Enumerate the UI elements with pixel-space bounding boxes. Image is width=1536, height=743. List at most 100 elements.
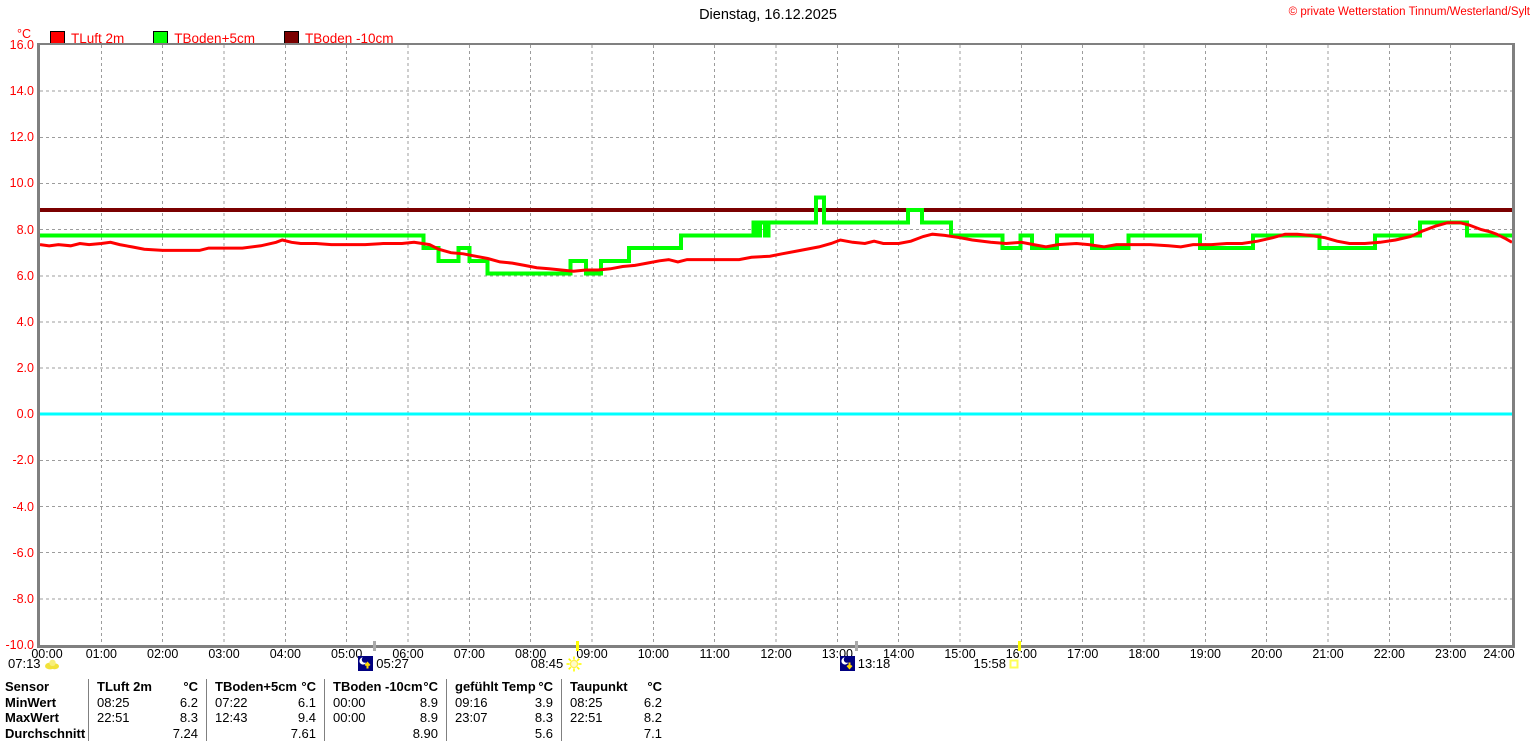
x-tick-label: 07:00 bbox=[453, 647, 485, 661]
event-marker-moonrise: 05:27 bbox=[358, 656, 409, 671]
stats-header-value: °C bbox=[301, 679, 316, 694]
y-tick-label: 0.0 bbox=[16, 407, 34, 422]
y-tick-label: -10.0 bbox=[5, 638, 35, 652]
x-tick-label: 18:00 bbox=[1128, 647, 1160, 661]
stats-max-time: 12:43 bbox=[215, 710, 248, 725]
y-tick-label: -8.0 bbox=[12, 591, 34, 606]
x-tick-label: 15:00 bbox=[944, 647, 976, 661]
cloud-icon bbox=[44, 658, 60, 670]
stats-max: 00:00 8.9 bbox=[333, 710, 438, 726]
stats-header: TBoden -10cm °C bbox=[333, 679, 438, 695]
moonset-icon bbox=[839, 656, 855, 671]
y-tick-label: -4.0 bbox=[12, 499, 34, 514]
event-time-label: 07:13 bbox=[8, 656, 41, 671]
stats-header-time: TBoden -10cm bbox=[333, 679, 423, 694]
stats-min-value: 6.2 bbox=[179, 694, 198, 710]
axis-event-tick bbox=[373, 641, 377, 651]
stats-header-value: °C bbox=[183, 679, 198, 694]
x-tick-label: 06:00 bbox=[392, 647, 424, 661]
event-marker-sun: 08:45 bbox=[531, 656, 583, 671]
stats-header-time: gefühlt Temp bbox=[455, 679, 536, 694]
legend-item-tluft-2m: TLuft 2m bbox=[50, 31, 124, 46]
sunset-icon bbox=[1009, 659, 1019, 669]
stats-table: Sensor MinWert MaxWert Durchschnitt TLuft 2m… bbox=[5, 679, 670, 741]
stats-min-time: 09:16 bbox=[455, 694, 488, 710]
stats-row-label: MaxWert bbox=[5, 710, 59, 725]
axis-event-tick bbox=[575, 641, 579, 651]
stats-avg-value: 7.24 bbox=[172, 725, 198, 741]
x-tick-label: 19:00 bbox=[1189, 647, 1221, 661]
stats-min: 00:00 8.9 bbox=[333, 695, 438, 711]
legend-label: TBoden+5cm bbox=[174, 31, 255, 46]
y-tick-label: 10.0 bbox=[9, 176, 34, 191]
stats-avg-value: 5.6 bbox=[534, 725, 553, 741]
stats-column-tboden-10cm: TBoden -10cm °C 00:00 8.9 00:00 8.9 8.90 bbox=[324, 679, 446, 741]
x-tick-label: 10:00 bbox=[637, 647, 669, 661]
stats-max: 22:51 8.2 bbox=[570, 710, 662, 726]
page-title: Dienstag, 16.12.2025 bbox=[699, 7, 837, 23]
stats-column-tboden-5cm: TBoden+5cm °C 07:22 6.1 12:43 9.4 7.61 bbox=[206, 679, 324, 741]
stats-column-gef-hlt-temp: gefühlt Temp °C 09:16 3.9 23:07 8.3 5.6 bbox=[446, 679, 561, 741]
stats-avg: 7.24 bbox=[97, 726, 198, 742]
y-tick-label: 16.0 bbox=[9, 38, 34, 52]
event-marker-moonset: 13:18 bbox=[839, 656, 890, 671]
copyright-notice: © private Wetterstation Tinnum/Westerlan… bbox=[1288, 6, 1530, 18]
stats-row-label: Sensor bbox=[5, 679, 50, 694]
legend-item-tboden-5cm: TBoden+5cm bbox=[153, 31, 255, 46]
stats-header-value: °C bbox=[647, 679, 662, 694]
stats-min: 08:25 6.2 bbox=[570, 695, 662, 711]
event-marker-cloud: 07:13 bbox=[8, 656, 60, 671]
stats-header-time: TLuft 2m bbox=[97, 679, 152, 694]
event-time-label: 08:45 bbox=[530, 656, 564, 671]
x-tick-label: 20:00 bbox=[1251, 647, 1283, 661]
axis-event-tick bbox=[1018, 641, 1022, 651]
x-tick-label: 14:00 bbox=[883, 647, 915, 661]
y-tick-label: 4.0 bbox=[16, 314, 34, 329]
stats-max-value: 8.3 bbox=[179, 710, 198, 725]
stats-max-time: 23:07 bbox=[455, 710, 488, 725]
stats-max-time: 22:51 bbox=[570, 710, 603, 725]
x-tick-label: 08:00 bbox=[515, 647, 547, 661]
stats-header-time: Taupunkt bbox=[570, 679, 628, 694]
event-time-label: 05:27 bbox=[376, 656, 409, 671]
x-tick-label: 04:00 bbox=[269, 647, 301, 661]
stats-avg-value: 7.1 bbox=[643, 725, 662, 741]
stats-min-value: 8.9 bbox=[419, 694, 438, 710]
x-tick-label: 12:00 bbox=[760, 647, 792, 661]
stats-min: 08:25 6.2 bbox=[97, 695, 198, 711]
stats-avg: 7.1 bbox=[570, 726, 662, 742]
x-tick-label: 03:00 bbox=[208, 647, 240, 661]
stats-max: 23:07 8.3 bbox=[455, 710, 553, 726]
y-tick-label: 6.0 bbox=[16, 268, 34, 283]
stats-header-value: °C bbox=[538, 679, 553, 694]
y-tick-label: 8.0 bbox=[16, 222, 34, 237]
stats-header-time: TBoden+5cm bbox=[215, 679, 297, 694]
chart-legend: TLuft 2m TBoden+5cm TBoden -10cm bbox=[50, 31, 423, 46]
x-tick-label: 17:00 bbox=[1067, 647, 1099, 661]
stats-avg-value: 8.90 bbox=[412, 725, 438, 741]
x-tick-label: 01:00 bbox=[85, 647, 117, 661]
stats-max-value: 8.3 bbox=[534, 710, 553, 725]
stats-max: 22:51 8.3 bbox=[97, 710, 198, 726]
x-tick-label: 21:00 bbox=[1312, 647, 1344, 661]
stats-column-taupunkt: Taupunkt °C 08:25 6.2 22:51 8.2 7.1 bbox=[561, 679, 670, 741]
stats-row-labels: Sensor MinWert MaxWert Durchschnitt bbox=[5, 679, 88, 741]
x-tick-label: 09:00 bbox=[576, 647, 608, 661]
stats-min-time: 00:00 bbox=[333, 694, 366, 710]
series-tluft-2m bbox=[40, 221, 1512, 273]
sun-icon bbox=[566, 656, 582, 672]
stats-min: 07:22 6.1 bbox=[215, 695, 316, 711]
stats-avg: 8.90 bbox=[333, 726, 438, 742]
stats-header: TBoden+5cm °C bbox=[215, 679, 316, 695]
y-axis-unit-label: °C bbox=[17, 27, 32, 41]
y-tick-label: 2.0 bbox=[16, 361, 34, 376]
legend-label: TBoden -10cm bbox=[304, 31, 394, 46]
stats-avg: 5.6 bbox=[455, 726, 553, 742]
stats-avg-value: 7.61 bbox=[290, 725, 316, 741]
stats-max-value: 8.2 bbox=[643, 710, 662, 725]
stats-min-value: 6.2 bbox=[643, 694, 662, 710]
x-tick-label: 02:00 bbox=[147, 647, 179, 661]
x-tick-label: 05:00 bbox=[331, 647, 363, 661]
x-tick-label: 11:00 bbox=[699, 647, 730, 661]
